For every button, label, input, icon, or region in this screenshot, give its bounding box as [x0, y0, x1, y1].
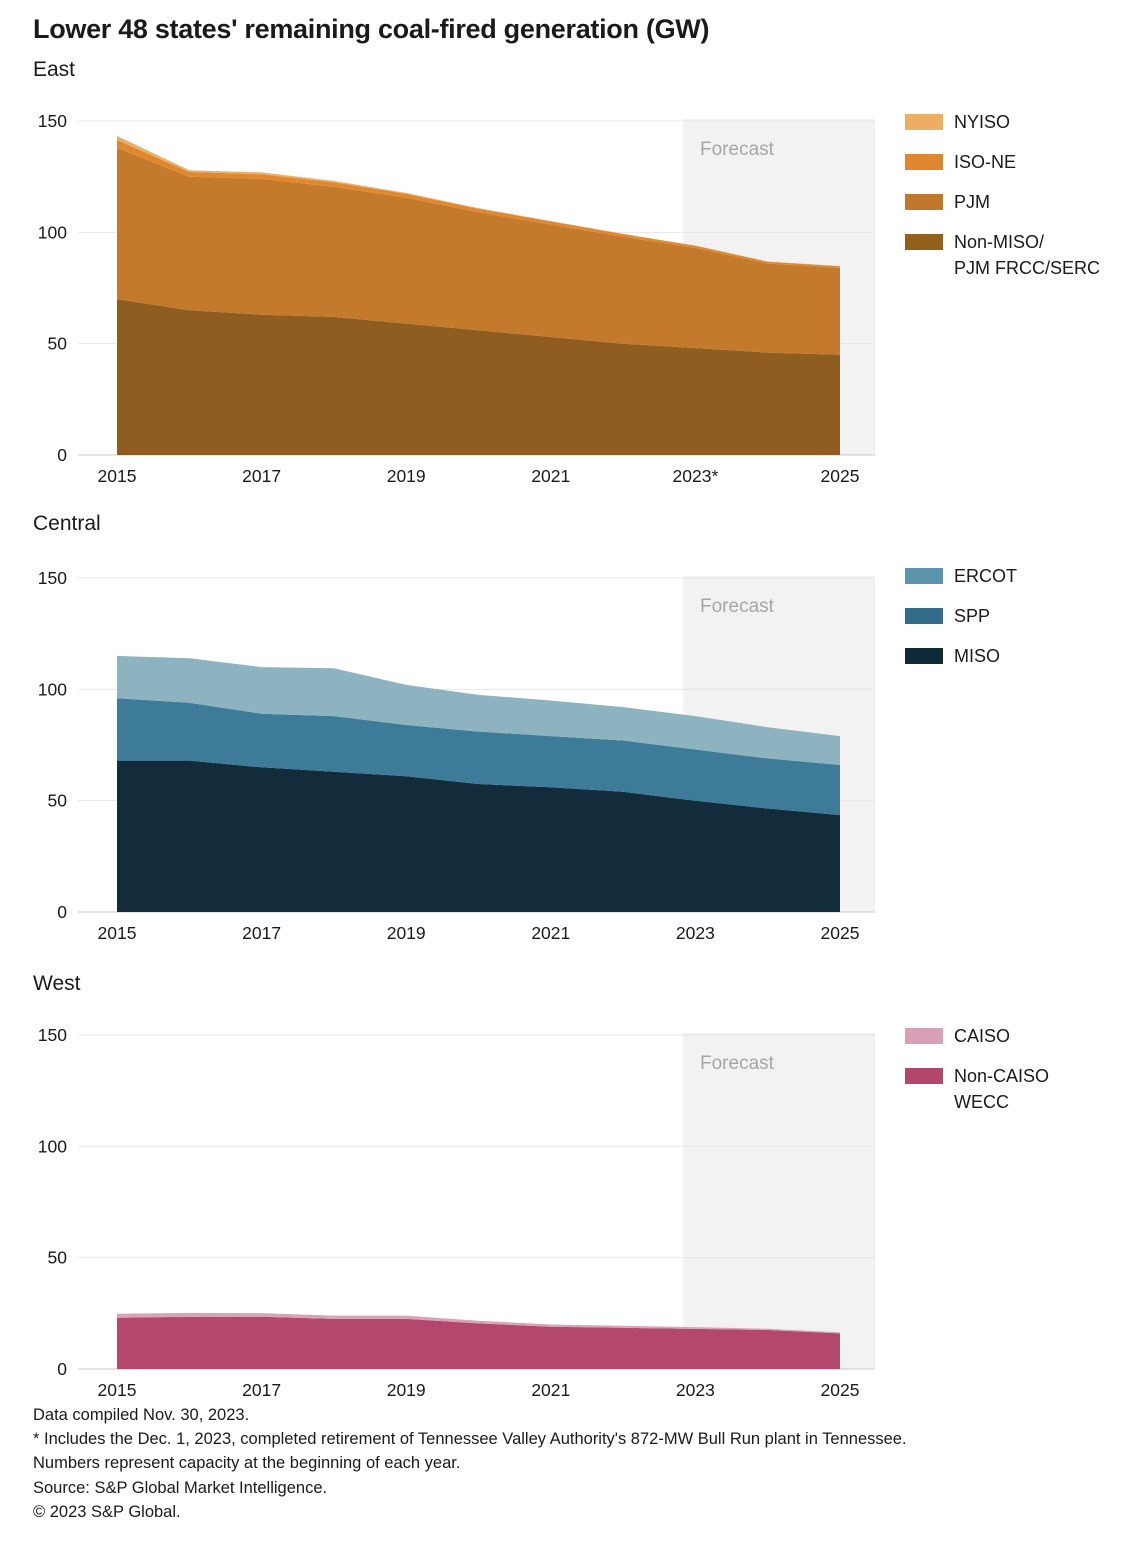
legend-swatch-icon [905, 194, 943, 210]
y-tick-label: 100 [38, 1136, 67, 1156]
x-tick-label: 2017 [242, 1380, 281, 1400]
area-series-miso [117, 760, 840, 912]
area-series-spp [117, 698, 840, 816]
chart-heading-west: West [33, 972, 81, 995]
y-tick-label: 150 [38, 568, 67, 588]
area-series-caiso [117, 1312, 840, 1334]
y-tick-label: 150 [38, 1025, 67, 1045]
legend-row: MISO [905, 646, 1135, 669]
legend-row: ERCOT [905, 566, 1135, 589]
y-tick-label: 150 [38, 111, 67, 131]
x-tick-label: 2025 [821, 923, 860, 943]
footnote-line: * Includes the Dec. 1, 2023, completed r… [33, 1430, 907, 1449]
legend-label: CAISO [954, 1026, 1011, 1046]
legend-row: NYISO [905, 112, 1135, 135]
x-tick-label: 2025 [821, 1380, 860, 1400]
x-tick-label: 2021 [531, 923, 570, 943]
legend-row: CAISO [905, 1026, 1135, 1049]
x-tick-label: 2017 [242, 466, 281, 486]
legend-row: Non-CAISO WECC [905, 1066, 1135, 1115]
y-tick-label: 0 [57, 902, 67, 922]
y-tick-label: 100 [38, 679, 67, 699]
footnote-line: Source: S&P Global Market Intelligence. [33, 1478, 328, 1497]
legend-east: NYISO ISO-NE PJM Non-MISO/PJM FRCC/SERC [905, 112, 1135, 298]
x-tick-label: 2023 [676, 923, 715, 943]
legend-swatch-icon [905, 568, 943, 584]
legend-swatch-icon [905, 1068, 943, 1084]
y-tick-label: 0 [57, 1359, 67, 1379]
forecast-band [683, 1033, 875, 1369]
x-tick-label: 2019 [387, 466, 426, 486]
page-title: Lower 48 states' remaining coal-fired ge… [33, 14, 710, 44]
y-tick-label: 50 [48, 791, 68, 811]
legend-swatch-icon [905, 114, 943, 130]
x-tick-label: 2015 [98, 1380, 137, 1400]
y-tick-label: 50 [48, 334, 68, 354]
legend-label: MISO [954, 646, 1001, 666]
legend-label: PJM [954, 192, 990, 212]
legend-label: NYISO [954, 112, 1011, 132]
footnote-line: © 2023 S&P Global. [33, 1502, 181, 1521]
x-tick-label: 2021 [531, 466, 570, 486]
legend-central: ERCOT SPP MISO [905, 566, 1135, 686]
forecast-label: Forecast [700, 596, 775, 617]
area-chart-west: 0 50 100 150 2015 2017 2019 2021 2023 2025 Forecas… [38, 1025, 875, 1400]
legend-label: Non-CAISO WECC [954, 1066, 1050, 1112]
legend-label: SPP [954, 606, 991, 626]
area-series-pjm [117, 147, 840, 355]
area-series-non-caiso-wecc [117, 1316, 840, 1369]
area-chart-east: 0 50 100 150 2015 2017 2019 2021 2023* 2025 Foreca… [38, 111, 875, 486]
legend-west: CAISO Non-CAISO WECC [905, 1026, 1135, 1132]
legend-label: Non-MISO/PJM FRCC/SERC [954, 232, 1101, 278]
y-tick-label: 0 [57, 445, 67, 465]
legend-swatch-icon [905, 234, 943, 250]
x-tick-label: 2025 [821, 466, 860, 486]
x-tick-label: 2017 [242, 923, 281, 943]
footnote-line: Data compiled Nov. 30, 2023. [33, 1406, 250, 1424]
x-tick-label: 2019 [387, 923, 426, 943]
x-tick-label: 2015 [98, 923, 137, 943]
x-tick-label: 2021 [531, 1380, 570, 1400]
legend-label: ISO-NE [954, 152, 1017, 172]
forecast-label: Forecast [700, 1053, 775, 1074]
area-chart-central: 0 50 100 150 2015 2017 2019 2021 2023 2025 Forecas… [38, 568, 875, 943]
legend-swatch-icon [905, 608, 943, 624]
legend-row: ISO-NE [905, 152, 1135, 175]
footnote-line: Numbers represent capacity at the beginn… [33, 1454, 461, 1473]
legend-label: ERCOT [954, 566, 1017, 586]
chart-heading-central: Central [33, 512, 101, 535]
legend-row: Non-MISO/PJM FRCC/SERC [905, 232, 1135, 281]
legend-swatch-icon [905, 154, 943, 170]
y-tick-label: 50 [48, 1248, 68, 1268]
x-tick-label: 2015 [98, 466, 137, 486]
chart-heading-east: East [33, 58, 76, 81]
legend-row: PJM [905, 192, 1135, 215]
x-tick-label: 2023* [673, 466, 719, 486]
x-tick-label: 2019 [387, 1380, 426, 1400]
y-tick-label: 100 [38, 222, 67, 242]
footnotes: Data compiled Nov. 30, 2023. * Includes t… [33, 1403, 907, 1524]
x-tick-label: 2023 [676, 1380, 715, 1400]
legend-swatch-icon [905, 1028, 943, 1044]
forecast-label: Forecast [700, 139, 775, 160]
area-series-ercot [117, 655, 840, 765]
area-series-non-miso-pjm-frcc-serc [117, 299, 840, 455]
legend-row: SPP [905, 606, 1135, 629]
legend-swatch-icon [905, 648, 943, 664]
